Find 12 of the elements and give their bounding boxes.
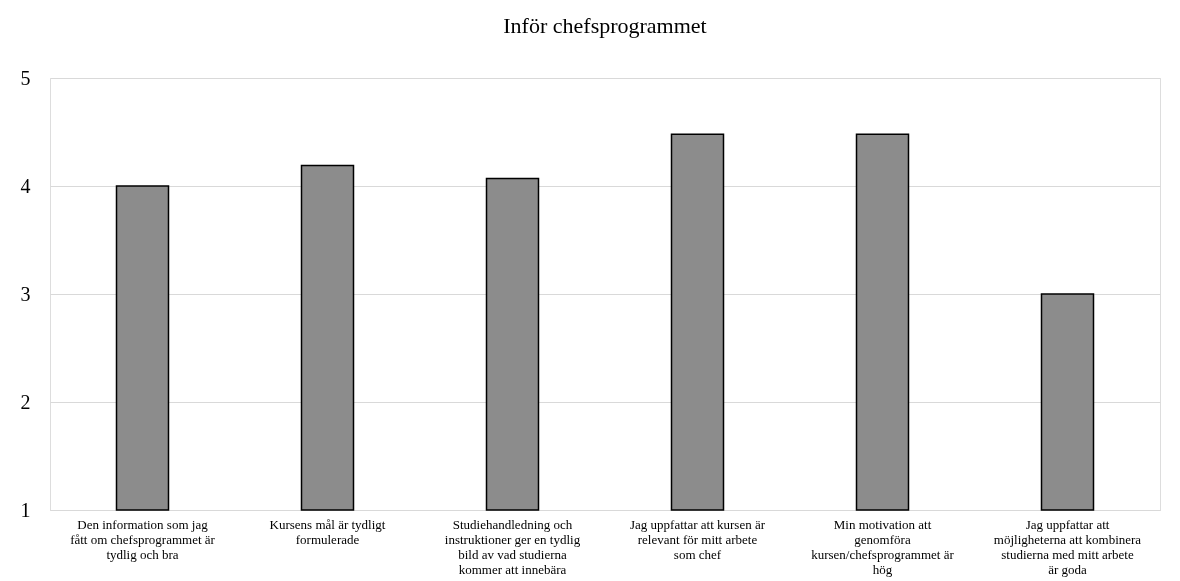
y-tick-label: 2: [20, 390, 31, 413]
x-tick-label: Jag uppfattar att möjligheterna att kombinera studierna med mitt arbete är goda: [993, 516, 1142, 577]
x-tick-label: Studiehandledning och instruktioner ger en tydlig bild av vad studierna kommer att innebära: [444, 516, 581, 577]
y-tick-label: 5: [20, 66, 31, 89]
chart-title: Inför chefsprogrammet: [503, 13, 707, 38]
y-tick-label: 1: [20, 498, 31, 521]
x-tick-label: Kursens mål är tydligt formulerade: [269, 516, 386, 547]
y-tick-label: 4: [20, 174, 31, 197]
x-tick-label: Den information som jag fått om chefsprogrammet är tydlig och bra: [70, 516, 216, 562]
x-tick-label: Min motivation att genomföra kursen/chefsprogrammet är hög: [811, 516, 955, 577]
y-tick-label: 3: [20, 282, 31, 305]
x-tick-label: Jag uppfattar att kursen är relevant för mitt arbete som chef: [629, 516, 766, 562]
